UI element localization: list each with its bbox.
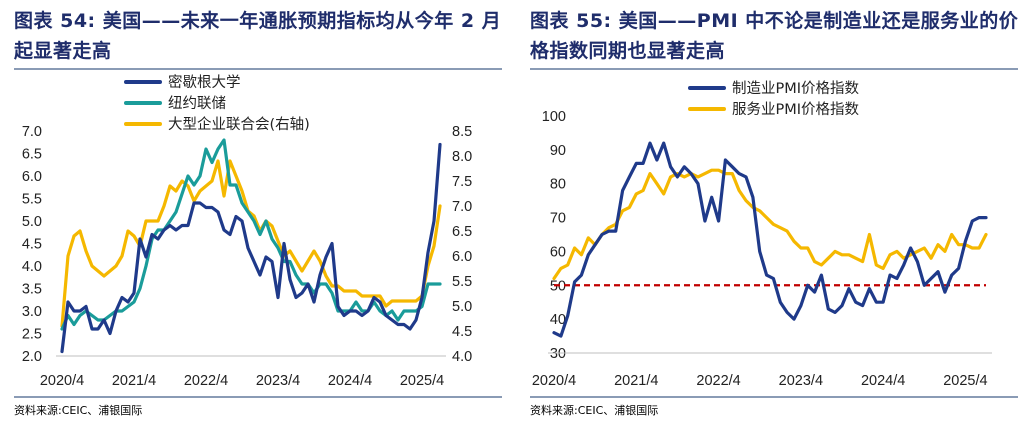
legend-label: 制造业PMI价格指数 [732, 80, 860, 97]
figure-label: 图表 55: [530, 10, 612, 32]
legend-label: 纽约联储 [168, 95, 226, 112]
source-note: 资料来源:CEIC、浦银国际 [530, 404, 659, 417]
y-left-tick-label: 6.0 [22, 169, 42, 185]
x-tick-label: 2022/4 [184, 373, 228, 389]
footer-divider [14, 396, 502, 398]
y-right-tick-label: 6.5 [452, 224, 472, 240]
y-left-tick-label: 3.5 [22, 282, 42, 298]
title-divider [530, 68, 1018, 70]
series-line-1 [552, 141, 988, 338]
y-left-tick-label: 4.0 [22, 259, 42, 275]
y-left-tick-label: 3.0 [22, 304, 42, 320]
y-right-tick-label: 6.0 [452, 249, 472, 265]
y-left-tick-label: 6.5 [22, 147, 42, 163]
right-chart-panel: 图表 55: 美国——PMI 中不论是制造业还是服务业的价格指数同期也显著走高 … [516, 0, 1032, 424]
y-left-tick-label: 2.5 [22, 327, 42, 343]
y-right-tick-label: 7.5 [452, 174, 472, 190]
y-right-tick-label: 7.0 [452, 199, 472, 215]
chart-title: 图表 55: 美国——PMI 中不论是制造业还是服务业的价格指数同期也显著走高 [530, 6, 1020, 66]
left-line-chart: 7.0 6.5 6.0 5.5 5.0 4.5 4.0 3.5 3.0 2.5 2.0 8.5 8.0 7… [22, 74, 472, 389]
y-right-tick-label: 5.0 [452, 299, 472, 315]
x-tick-label: 2025/4 [400, 373, 444, 389]
y-left-tick-label: 70 [550, 211, 566, 227]
figure-title-text: 美国——PMI 中不论是制造业还是服务业的价格指数同期也显著走高 [530, 10, 1019, 62]
x-tick-label: 2021/4 [112, 373, 156, 389]
x-tick-label: 2023/4 [256, 373, 300, 389]
y-right-tick-label: 8.0 [452, 149, 472, 165]
title-divider [14, 68, 502, 70]
figure-label: 图表 54: [14, 10, 96, 32]
x-tick-label: 2025/4 [943, 373, 987, 389]
y-right-tick-label: 4.5 [452, 324, 472, 340]
y-left-tick-label: 80 [550, 177, 566, 193]
x-tick-label: 2022/4 [696, 373, 740, 389]
legend-label: 密歇根大学 [168, 74, 241, 91]
y-left-tick-label: 30 [550, 346, 566, 362]
y-right-tick-label: 8.5 [452, 124, 472, 140]
y-left-tick-label: 5.0 [22, 214, 42, 230]
y-right-tick-label: 5.5 [452, 274, 472, 290]
y-left-tick-label: 2.0 [22, 349, 42, 365]
x-tick-label: 2023/4 [779, 373, 823, 389]
x-tick-label: 2020/4 [40, 373, 84, 389]
x-tick-label: 2021/4 [614, 373, 658, 389]
series-line-2 [60, 138, 442, 331]
x-tick-label: 2024/4 [861, 373, 905, 389]
legend-label: 服务业PMI价格指数 [732, 101, 860, 118]
right-line-chart: 100908070605040302020/42021/42022/42023/… [532, 80, 992, 389]
x-tick-label: 2024/4 [328, 373, 372, 389]
left-chart-panel: 图表 54: 美国——未来一年通胀预期指标均从今年 2 月起显著走高 资料来源:… [14, 6, 504, 417]
x-tick-label: 2020/4 [532, 373, 576, 389]
series-line-1 [60, 142, 442, 354]
y-left-tick-label: 60 [550, 244, 566, 260]
footer-divider [530, 396, 1018, 398]
figure-title-text: 美国——未来一年通胀预期指标均从今年 2 月起显著走高 [14, 10, 502, 62]
y-right-tick-label: 4.0 [452, 349, 472, 365]
chart-title: 图表 54: 美国——未来一年通胀预期指标均从今年 2 月起显著走高 [14, 6, 504, 66]
y-left-tick-label: 100 [542, 109, 566, 125]
y-left-tick-label: 90 [550, 143, 566, 159]
source-note: 资料来源:CEIC、浦银国际 [14, 404, 143, 417]
series-line-3 [60, 159, 442, 328]
y-left-tick-label: 7.0 [22, 124, 42, 140]
y-left-tick-label: 5.5 [22, 192, 42, 208]
series-line-2 [552, 168, 988, 281]
y-left-tick-label: 40 [550, 312, 566, 328]
legend-label: 大型企业联合会(右轴) [168, 115, 310, 133]
y-left-tick-label: 4.5 [22, 237, 42, 253]
